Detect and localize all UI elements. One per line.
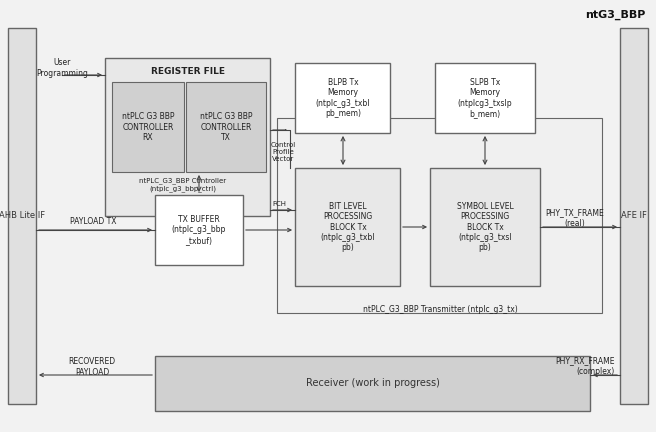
Text: AHB Lite IF: AHB Lite IF [0, 212, 45, 220]
Bar [277, 118, 602, 313]
Text: SLPB Tx
Memory
(ntplcg3_txslp
b_mem): SLPB Tx Memory (ntplcg3_txslp b_mem) [458, 78, 512, 118]
Text: ntPLC_G3_BBP Transmitter (ntplc_g3_tx): ntPLC_G3_BBP Transmitter (ntplc_g3_tx) [363, 305, 518, 314]
Text: Receiver (work in progress): Receiver (work in progress) [306, 378, 440, 388]
Text: SYMBOL LEVEL
PROCESSING
BLOCK Tx
(ntplc_g3_txsl
pb): SYMBOL LEVEL PROCESSING BLOCK Tx (ntplc_… [457, 202, 514, 252]
Text: Control
Profile
Vector: Control Profile Vector [270, 142, 296, 162]
Text: BIT LEVEL
PROCESSING
BLOCK Tx
(ntplc_g3_txbl
pb): BIT LEVEL PROCESSING BLOCK Tx (ntplc_g3_… [321, 202, 375, 252]
Text: AFE IF: AFE IF [621, 212, 647, 220]
Text: ntG3_BBP: ntG3_BBP [584, 10, 645, 20]
Text: User
Programming: User Programming [36, 58, 88, 78]
Bar [112, 82, 184, 172]
Text: TX BUFFER
(ntplc_g3_bbp
_txbuf): TX BUFFER (ntplc_g3_bbp _txbuf) [172, 215, 226, 245]
Text: ntPLC G3 BBP
CONTROLLER
TX: ntPLC G3 BBP CONTROLLER TX [199, 112, 253, 142]
Bar [295, 168, 400, 286]
Bar [620, 28, 648, 404]
Text: BLPB Tx
Memory
(ntplc_g3_txbl
pb_mem): BLPB Tx Memory (ntplc_g3_txbl pb_mem) [316, 78, 370, 118]
Bar [435, 63, 535, 133]
Text: PHY_TX_FRAME
(real): PHY_TX_FRAME (real) [546, 208, 604, 228]
Bar [105, 58, 270, 216]
Bar [155, 356, 590, 411]
Bar [295, 63, 390, 133]
Bar [430, 168, 540, 286]
Text: ntPLC G3 BBP
CONTROLLER
RX: ntPLC G3 BBP CONTROLLER RX [122, 112, 174, 142]
Text: PAYLOAD TX: PAYLOAD TX [70, 217, 116, 226]
Bar [8, 28, 36, 404]
Bar [186, 82, 266, 172]
Bar [155, 195, 243, 265]
Text: FCH: FCH [272, 201, 286, 207]
Text: RECOVERED
PAYLOAD: RECOVERED PAYLOAD [68, 357, 115, 377]
Text: ntPLC_G3_BBP Controller
(ntplc_g3_bbp_ctrl): ntPLC_G3_BBP Controller (ntplc_g3_bbp_ct… [140, 178, 226, 192]
Text: PHY_RX_FRAME
(complex): PHY_RX_FRAME (complex) [556, 356, 615, 376]
Text: REGISTER FILE: REGISTER FILE [151, 67, 225, 76]
